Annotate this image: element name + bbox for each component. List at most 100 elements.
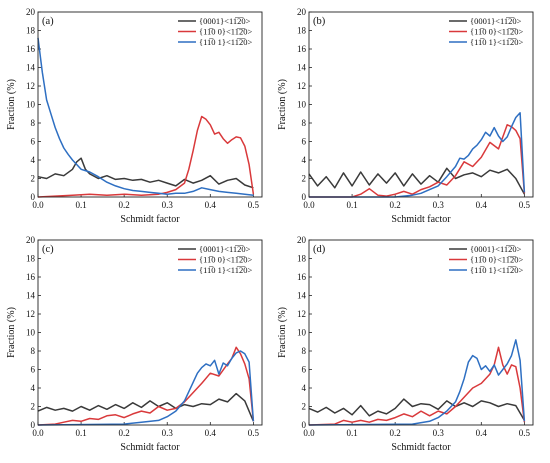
- y-tick-label: 4: [31, 155, 36, 165]
- y-tick-label: 10: [26, 328, 36, 338]
- y-tick-label: 4: [31, 383, 36, 393]
- y-tick-label: 2: [31, 402, 36, 412]
- y-tick-label: 12: [26, 81, 35, 91]
- series-line-3: [309, 112, 526, 198]
- y-tick-label: 16: [26, 44, 36, 54]
- y-tick-label: 6: [31, 137, 36, 147]
- x-tick-label: 0.0: [32, 428, 44, 438]
- legend: {0001}<11̅2̅0>{11̅0 0}<11̅2̅0>{11̅0 1}<1…: [446, 241, 532, 276]
- x-tick-label: 0.5: [519, 428, 531, 438]
- y-tick-label: 4: [302, 155, 307, 165]
- legend: {0001}<11̅2̅0>{11̅0 0}<11̅2̅0>{11̅0 1}<1…: [175, 13, 261, 48]
- series-line-3: [37, 350, 255, 426]
- y-tick-label: 20: [26, 7, 36, 17]
- plot-frame: [37, 11, 263, 198]
- x-tick-label: 0.1: [346, 428, 357, 438]
- chart-panel-4: 0 2 4 6 8 10 12 14 16 18 20 0.0 0.1 0.2 0.3 0.4 0.5 (d) Sc…: [277, 235, 534, 453]
- x-axis-label: Schmidt factor: [120, 214, 180, 225]
- y-tick-label: 10: [297, 328, 307, 338]
- y-tick-label: 18: [26, 26, 36, 36]
- legend-label-1: {0001}<11̅2̅0>: [470, 244, 522, 254]
- y-tick-label: 0: [31, 420, 36, 430]
- chart-panel-1: 0 2 4 6 8 10 12 14 16 18 20 0.0 0.1 0.2 0.3 0.4 0.5 (a) Sc…: [6, 7, 263, 225]
- legend-label-3: {11̅0 1}<11̅2̅0>: [199, 37, 252, 47]
- x-tick-label: 0.2: [390, 428, 401, 438]
- legend-label-2: {11̅0 0}<11̅2̅0>: [470, 255, 523, 265]
- chart-panel-2: 0 2 4 6 8 10 12 14 16 18 20 0.0 0.1 0.2 0.3 0.4 0.5 (b) Sc…: [277, 7, 534, 225]
- y-tick-label: 6: [31, 365, 36, 375]
- legend-label-3: {11̅0 1}<11̅2̅0>: [199, 265, 252, 275]
- series-line-1: [308, 167, 526, 195]
- series-line-3: [37, 37, 254, 196]
- series-line-2: [309, 124, 526, 198]
- y-tick-label: 12: [26, 309, 35, 319]
- legend-label-1: {0001}<11̅2̅0>: [199, 244, 251, 254]
- x-tick-label: 0.3: [433, 428, 445, 438]
- y-tick-label: 16: [26, 272, 36, 282]
- legend-label-2: {11̅0 0}<11̅2̅0>: [470, 27, 523, 37]
- legend-label-2: {11̅0 0}<11̅2̅0>: [199, 255, 252, 265]
- y-tick-label: 8: [31, 118, 36, 128]
- y-tick-label: 20: [297, 235, 307, 245]
- x-tick-label: 0.3: [162, 200, 174, 210]
- series-line-1: [308, 398, 526, 421]
- x-tick-label: 0.5: [519, 200, 531, 210]
- x-tick-label: 0.0: [32, 200, 44, 210]
- y-tick-label: 18: [297, 254, 307, 264]
- x-tick-label: 0.3: [433, 200, 445, 210]
- y-axis-label: Fraction (%): [6, 79, 17, 130]
- y-tick-label: 2: [31, 174, 36, 184]
- series-line-3: [308, 339, 526, 426]
- y-tick-label: 10: [26, 100, 36, 110]
- x-tick-label: 0.5: [248, 428, 260, 438]
- x-tick-label: 0.2: [390, 200, 401, 210]
- y-axis-label: Fraction (%): [6, 307, 17, 358]
- legend: {0001}<11̅2̅0>{11̅0 0}<11̅2̅0>{11̅0 1}<1…: [175, 241, 261, 276]
- y-tick-label: 6: [302, 365, 307, 375]
- x-tick-label: 0.0: [303, 200, 315, 210]
- legend-label-1: {0001}<11̅2̅0>: [199, 16, 251, 26]
- x-tick-label: 0.1: [75, 200, 86, 210]
- panel-label: (a): [42, 16, 54, 27]
- y-tick-label: 0: [302, 420, 307, 430]
- x-axis-label: Schmidt factor: [120, 442, 180, 453]
- legend-label-1: {0001}<11̅2̅0>: [470, 16, 522, 26]
- y-tick-label: 4: [302, 383, 307, 393]
- x-tick-label: 0.4: [205, 428, 217, 438]
- y-tick-label: 14: [26, 63, 36, 73]
- x-tick-label: 0.4: [476, 200, 488, 210]
- series-line-1: [37, 157, 254, 189]
- legend: {0001}<11̅2̅0>{11̅0 0}<11̅2̅0>{11̅0 1}<1…: [446, 13, 532, 48]
- series-line-1: [37, 392, 255, 422]
- panel-label: (c): [42, 244, 54, 255]
- plot-frame: [308, 11, 534, 198]
- x-tick-label: 0.2: [119, 200, 130, 210]
- legend-label-3: {11̅0 1}<11̅2̅0>: [470, 37, 523, 47]
- y-tick-label: 14: [297, 63, 307, 73]
- y-axis-label: Fraction (%): [277, 307, 288, 358]
- x-tick-label: 0.4: [476, 428, 488, 438]
- legend-label-2: {11̅0 0}<11̅2̅0>: [199, 27, 252, 37]
- panel-label: (d): [313, 244, 326, 255]
- y-tick-label: 10: [297, 100, 307, 110]
- y-tick-label: 18: [297, 26, 307, 36]
- y-tick-label: 16: [297, 272, 307, 282]
- y-tick-label: 16: [297, 44, 307, 54]
- y-tick-label: 14: [297, 291, 307, 301]
- y-tick-label: 2: [302, 402, 307, 412]
- series-line-2: [308, 346, 526, 426]
- legend-label-3: {11̅0 1}<11̅2̅0>: [470, 265, 523, 275]
- chart-panel-3: 0 2 4 6 8 10 12 14 16 18 20 0.0 0.1 0.2 0.3 0.4 0.5 (c) Sc…: [6, 235, 263, 453]
- x-tick-label: 0.3: [162, 428, 174, 438]
- x-tick-label: 0.1: [346, 200, 357, 210]
- y-tick-label: 12: [297, 309, 306, 319]
- y-tick-label: 6: [302, 137, 307, 147]
- y-tick-label: 2: [302, 174, 307, 184]
- x-tick-label: 0.5: [248, 200, 260, 210]
- x-tick-label: 0.2: [119, 428, 130, 438]
- y-axis-label: Fraction (%): [277, 79, 288, 130]
- x-axis-label: Schmidt factor: [391, 442, 451, 453]
- plot-frame: [37, 239, 263, 426]
- y-tick-label: 0: [31, 192, 36, 202]
